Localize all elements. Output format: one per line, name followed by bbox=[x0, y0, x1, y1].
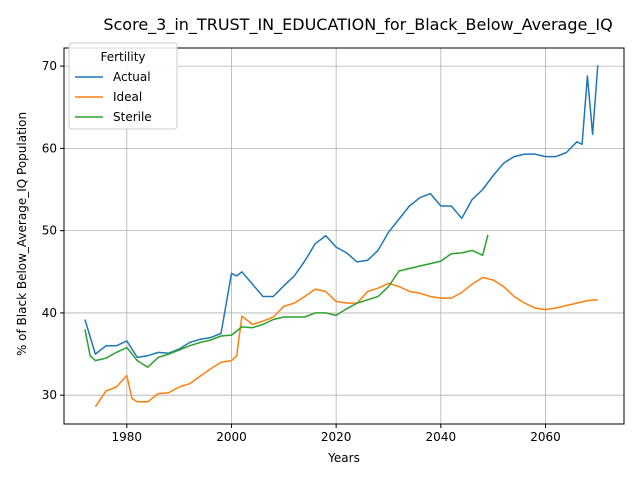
series-lines bbox=[84, 65, 599, 408]
y-tick-label: 70 bbox=[42, 59, 57, 73]
x-axis-label: Years bbox=[327, 451, 360, 465]
legend-box bbox=[68, 42, 178, 130]
y-tick-label: 60 bbox=[42, 141, 57, 155]
series-line-actual bbox=[84, 65, 599, 359]
x-tick-label: 2060 bbox=[530, 430, 561, 444]
axis-ticks: 1980 2000 2020 2040 2060 30 40 50 60 70 bbox=[42, 59, 561, 444]
legend-title: Fertility bbox=[100, 50, 145, 64]
x-tick-label: 2040 bbox=[426, 430, 457, 444]
x-tick-label: 2000 bbox=[216, 430, 247, 444]
y-axis-label: % of Black Below_Average_IQ Population bbox=[15, 112, 29, 356]
x-tick-label: 1980 bbox=[112, 430, 143, 444]
chart-title: Score_3_in_TRUST_IN_EDUCATION_for_Black_… bbox=[103, 15, 612, 35]
y-tick-label: 40 bbox=[42, 306, 57, 320]
plot-frame bbox=[63, 47, 625, 425]
legend: Fertility Actual Ideal Sterile bbox=[68, 42, 178, 130]
y-tick-label: 30 bbox=[42, 388, 57, 402]
y-tick-label: 50 bbox=[42, 224, 57, 238]
legend-label-ideal: Ideal bbox=[113, 90, 142, 104]
grid bbox=[64, 48, 624, 424]
x-tick-label: 2020 bbox=[321, 430, 352, 444]
legend-label-sterile: Sterile bbox=[113, 110, 152, 124]
series-line-ideal bbox=[94, 276, 598, 408]
series-line-sterile bbox=[84, 234, 489, 368]
legend-label-actual: Actual bbox=[113, 70, 151, 84]
